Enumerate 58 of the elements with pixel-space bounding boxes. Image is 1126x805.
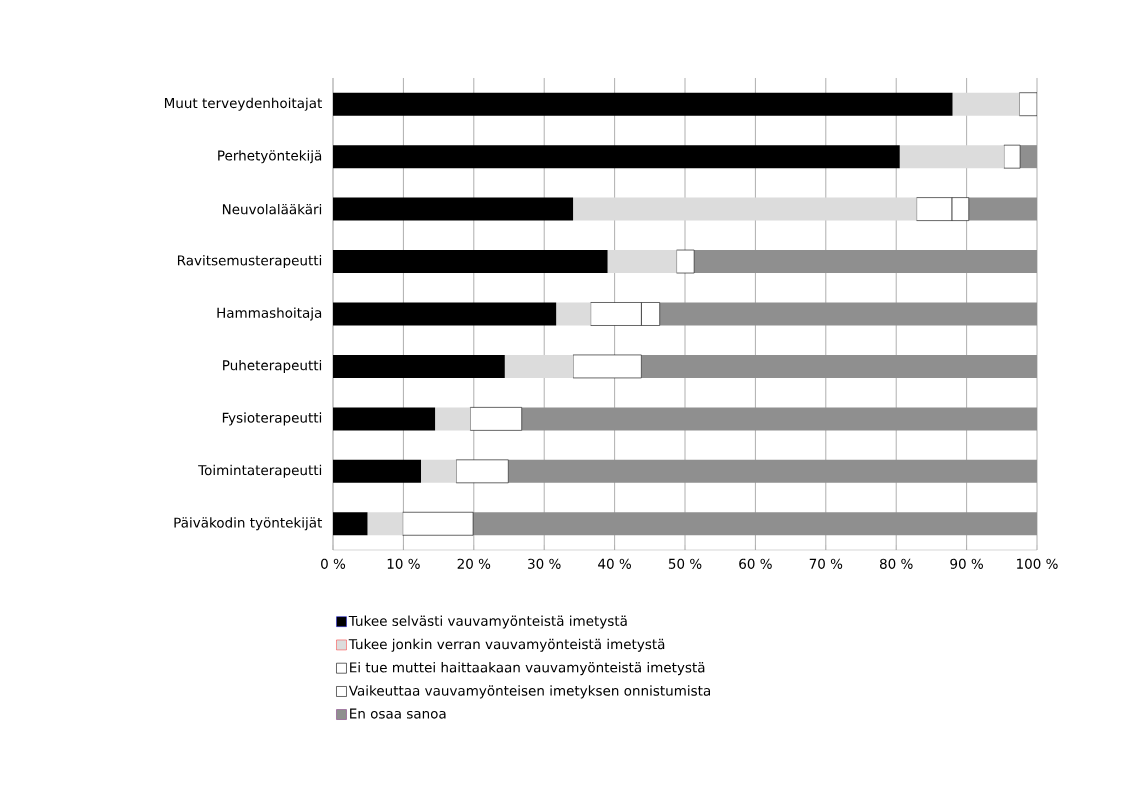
bar [333,250,608,274]
bar [504,354,574,378]
x-tick-label: 100 % [1017,558,1058,569]
bar [333,354,505,378]
y-tick-label: Toimintaterapeutti [198,464,322,478]
x-tick-label: 40 % [598,558,631,569]
legend-label: En osaa sanoa [350,708,446,719]
legend-label: Tukee jonkin verran vauvamyönteistä imetystä [348,638,665,652]
bar [421,459,457,483]
bar [435,407,471,431]
x-tick-label: 70 % [809,558,843,569]
bar [659,302,1038,326]
bar [1003,144,1021,169]
bar [333,145,900,169]
bar [952,92,1020,116]
bar [333,459,422,483]
bar [333,197,574,221]
x-tick-label: 60 % [739,558,772,569]
bar [469,407,522,431]
y-tick-label: Perhetyöntekijä [218,150,322,164]
bar [1019,92,1038,117]
bar [694,250,1038,274]
y-tick-label: Neuvolalääkäri [222,203,322,215]
y-tick-label: Fysioterapeutti [222,412,322,426]
bar [676,249,695,274]
y-tick-label: Päiväkodin työntekijät [174,517,323,531]
x-tick-label: 80 % [879,558,913,569]
y-tick-label: Puheterapeutti [223,359,322,373]
y-tick-label: Muut terveydenhoitajat [164,97,322,111]
x-tick-label: 90 % [950,558,983,569]
legend-label: Vaikeuttaa vauvamyönteisen imetyksen onnistumista [348,685,710,699]
x-tick-label: 50 % [668,558,702,569]
bar [968,197,1038,221]
bar [899,145,1004,169]
bar [455,459,509,484]
bar [641,354,1038,378]
bar [573,197,917,221]
bar [473,512,1038,536]
y-tick-label: Ravitsemusterapeutti [177,255,322,269]
bar [521,407,1038,431]
x-tick-label: 20 % [457,558,491,569]
bar [333,407,436,431]
bar [367,512,403,536]
bar [333,512,368,536]
x-tick-label: 10 % [387,558,420,569]
bar [556,302,591,326]
legend-label: Tukee selvästi vauvamyönteistä imetystä [348,615,627,629]
x-tick-label: 0 % [321,558,346,569]
bar [572,354,642,379]
bar [508,459,1038,483]
bar [333,92,953,116]
y-tick-label: Hammashoitaja [217,307,322,321]
x-tick-label: 30 % [528,558,561,569]
legend-label: Ei tue muttei haittaakaan vauvamyönteistä imetystä [350,662,705,676]
bar [607,250,677,274]
bar [333,302,557,326]
bar [402,511,474,536]
bar [1020,145,1038,169]
